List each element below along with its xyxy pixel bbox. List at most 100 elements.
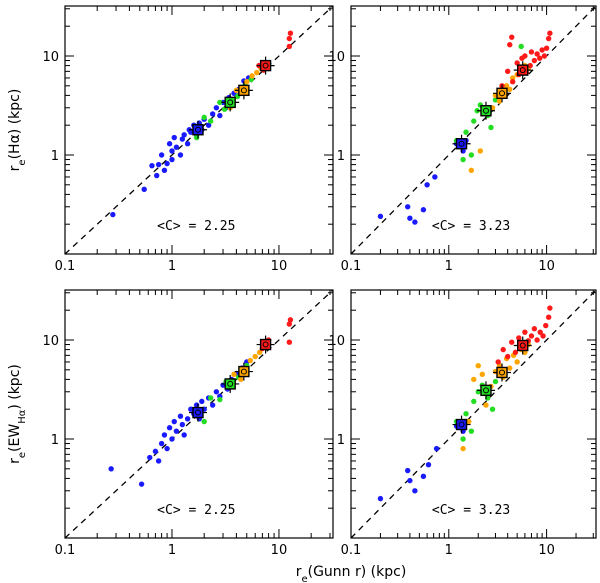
x-axis-label: re(Gunn r) (kpc) bbox=[296, 564, 407, 583]
data-point-blue bbox=[412, 488, 418, 494]
median-center bbox=[262, 341, 269, 348]
data-point-blue bbox=[405, 204, 411, 210]
data-point-red bbox=[534, 51, 540, 57]
data-point-blue bbox=[432, 174, 438, 180]
data-point-green bbox=[207, 118, 214, 124]
data-point-green bbox=[489, 406, 496, 412]
median-center bbox=[519, 67, 526, 74]
data-point-red bbox=[528, 333, 535, 339]
data-point-orange bbox=[496, 98, 503, 104]
median-center bbox=[519, 342, 526, 349]
data-point-blue bbox=[152, 448, 159, 455]
x-tick-label: 1 bbox=[445, 543, 453, 558]
x-tick-label: 10 bbox=[271, 259, 288, 274]
x-tick-label: 0.1 bbox=[341, 259, 362, 274]
median-center bbox=[227, 380, 234, 387]
data-point-orange bbox=[244, 79, 250, 85]
data-point-blue bbox=[179, 136, 186, 142]
data-point-blue bbox=[405, 467, 411, 474]
data-point-blue bbox=[177, 413, 184, 419]
data-point-blue bbox=[171, 418, 177, 425]
median-square bbox=[480, 384, 492, 397]
data-point-red bbox=[547, 305, 553, 311]
data-point-red bbox=[534, 337, 540, 343]
one-to-one-line bbox=[350, 289, 597, 539]
data-point-green bbox=[217, 396, 223, 403]
median-center bbox=[262, 62, 269, 69]
data-point-red bbox=[514, 60, 520, 66]
data-point-orange bbox=[509, 75, 516, 81]
data-point-orange bbox=[249, 73, 255, 79]
data-point-blue bbox=[181, 432, 187, 438]
data-point-green bbox=[217, 99, 223, 106]
data-point-blue bbox=[209, 111, 216, 117]
data-point-blue bbox=[164, 445, 170, 452]
data-point-blue bbox=[188, 406, 194, 412]
panel-top-right: 0.1 1 10 1 10 <C> = 3.23 bbox=[328, 5, 597, 274]
data-point-blue bbox=[161, 167, 168, 174]
data-point-red bbox=[543, 45, 550, 51]
data-point-green bbox=[468, 152, 475, 158]
data-point-green bbox=[201, 114, 207, 121]
median-center bbox=[227, 99, 234, 106]
data-point-orange bbox=[231, 371, 237, 378]
data-point-red bbox=[286, 321, 293, 327]
median-marker-blue bbox=[188, 403, 207, 422]
data-point-blue bbox=[184, 416, 191, 422]
data-point-red bbox=[536, 55, 543, 61]
data-point-red bbox=[541, 53, 548, 59]
x-tick-label: 10 bbox=[271, 543, 288, 558]
data-point-red bbox=[509, 339, 515, 345]
panel-bottom-left: 0.1 1 10 1 10 <C> = 2.25 re(EWHα) (kpc) bbox=[7, 289, 334, 558]
x-tick-label: 10 bbox=[538, 259, 555, 274]
data-point-red bbox=[547, 30, 553, 36]
data-point-blue bbox=[171, 134, 177, 141]
y-axis-label: re(Hα) (kpc) bbox=[7, 89, 28, 172]
one-to-one-line bbox=[64, 289, 334, 539]
data-point-orange bbox=[503, 83, 510, 89]
data-point-green bbox=[463, 129, 469, 135]
y-tick-label: 1 bbox=[51, 149, 59, 164]
data-point-orange bbox=[460, 445, 466, 452]
median-marker-red bbox=[513, 61, 532, 80]
data-point-orange bbox=[471, 376, 477, 383]
data-point-blue bbox=[158, 152, 165, 158]
x-tick-label: 1 bbox=[445, 259, 453, 274]
data-point-red bbox=[522, 329, 528, 335]
data-point-red bbox=[500, 346, 506, 353]
data-point-blue bbox=[173, 428, 180, 434]
x-tick-label: 1 bbox=[168, 259, 176, 274]
median-square bbox=[192, 124, 204, 136]
data-point-green bbox=[201, 418, 207, 425]
data-point-blue bbox=[377, 213, 384, 220]
data-point-blue bbox=[407, 215, 413, 221]
median-square bbox=[517, 339, 529, 352]
x-tick-label: 0.1 bbox=[55, 259, 76, 274]
data-point-orange bbox=[479, 371, 485, 378]
concentration-annotation: <C> = 2.25 bbox=[157, 503, 235, 518]
data-point-orange bbox=[475, 363, 481, 369]
data-point-orange bbox=[477, 148, 484, 154]
data-point-orange bbox=[514, 359, 520, 365]
median-center bbox=[194, 126, 201, 133]
data-point-orange bbox=[483, 402, 489, 408]
plot-frame bbox=[350, 289, 597, 539]
data-point-red bbox=[543, 322, 549, 329]
median-square bbox=[496, 87, 508, 100]
data-point-blue bbox=[377, 495, 384, 502]
data-point-blue bbox=[166, 141, 173, 147]
data-point-red bbox=[539, 47, 545, 53]
data-point-red bbox=[531, 326, 538, 332]
y-tick-label: 10 bbox=[328, 334, 345, 349]
data-point-red bbox=[504, 353, 511, 360]
data-point-blue bbox=[205, 122, 212, 128]
median-marker-blue bbox=[188, 120, 207, 139]
median-center bbox=[194, 409, 201, 416]
median-square bbox=[192, 406, 204, 419]
x-tick-label: 0.1 bbox=[55, 543, 76, 558]
median-marker-red bbox=[256, 56, 275, 75]
plot-frame bbox=[350, 5, 597, 255]
one-to-one-line bbox=[64, 5, 334, 255]
x-tick-label: 1 bbox=[168, 543, 176, 558]
median-marker-orange bbox=[234, 362, 253, 381]
